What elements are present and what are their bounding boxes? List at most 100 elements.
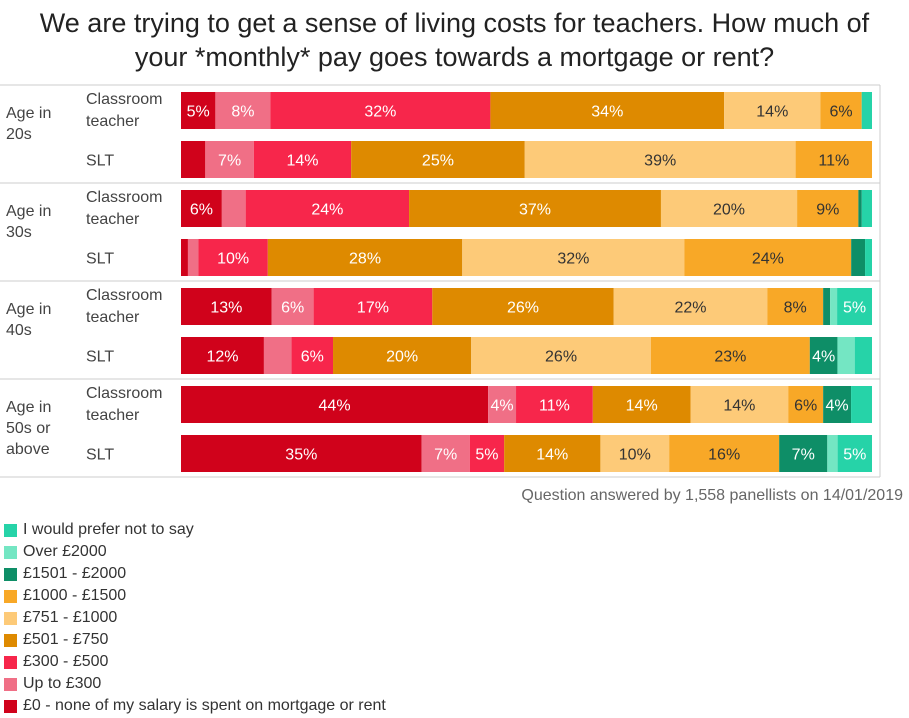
bar-segment <box>516 386 593 423</box>
bar-segment <box>851 386 872 423</box>
data-label: 5% <box>475 447 498 464</box>
bar-segment <box>187 239 199 276</box>
legend-label: £1501 - £2000 <box>23 565 127 582</box>
group-label: 40s <box>6 322 32 339</box>
row-label: teacher <box>86 309 140 326</box>
data-label: 9% <box>816 202 839 219</box>
bar-segment <box>854 337 872 374</box>
bar-segment <box>858 190 862 227</box>
bar-segment <box>861 190 872 227</box>
legend-label: Over £2000 <box>23 543 107 560</box>
data-label: 26% <box>545 349 577 366</box>
bar-segment <box>820 92 862 129</box>
data-label: 32% <box>557 251 589 268</box>
bar-segment <box>181 239 188 276</box>
data-label: 6% <box>301 349 324 366</box>
title-line-2: your *monthly* pay goes towards a mortga… <box>134 42 775 72</box>
data-label: 7% <box>218 153 241 170</box>
bar-segment <box>650 337 810 374</box>
legend-swatch <box>4 523 17 537</box>
group-label: 20s <box>6 126 32 143</box>
legend-label: £501 - £750 <box>23 631 109 648</box>
group-label: above <box>6 441 50 458</box>
data-label: 16% <box>708 447 740 464</box>
bar-segment <box>669 435 780 472</box>
row-label: SLT <box>86 447 114 464</box>
data-label: 6% <box>829 104 852 121</box>
data-label: 10% <box>217 251 249 268</box>
data-label: 17% <box>357 300 389 317</box>
bar-segment <box>291 337 334 374</box>
legend-label: £300 - £500 <box>23 653 109 670</box>
bar-segment <box>524 141 796 178</box>
bar-segment <box>660 190 798 227</box>
data-label: 11% <box>539 398 570 415</box>
legend-item: Over £2000 <box>4 541 386 563</box>
legend-swatch <box>4 567 17 581</box>
data-label: 37% <box>519 202 551 219</box>
bar-segment <box>469 435 505 472</box>
data-label: 4% <box>826 398 849 415</box>
bar-segment <box>205 141 254 178</box>
legend-label: Up to £300 <box>23 675 102 692</box>
bar-segment <box>270 92 491 129</box>
bar-segment <box>795 141 872 178</box>
bar-segment <box>613 288 768 325</box>
data-label: 6% <box>190 202 213 219</box>
data-label: 8% <box>231 104 254 121</box>
data-label: 35% <box>285 447 317 464</box>
row-label: SLT <box>86 153 114 170</box>
group-label: 50s or <box>6 420 51 437</box>
group-label: Age in <box>6 203 51 220</box>
data-label: 26% <box>507 300 539 317</box>
data-label: 10% <box>619 447 651 464</box>
legend-label: £751 - £1000 <box>23 609 118 626</box>
bar-segment <box>823 386 852 423</box>
legend-item: I would prefer not to say <box>4 519 386 541</box>
data-label: 14% <box>723 398 755 415</box>
bar-segment <box>421 435 470 472</box>
group-label: Age in <box>6 399 51 416</box>
bar-segment <box>432 288 614 325</box>
bar-segment <box>851 239 866 276</box>
legend-swatch <box>4 545 17 559</box>
data-label: 20% <box>713 202 745 219</box>
data-label: 32% <box>364 104 396 121</box>
legend-swatch <box>4 655 17 669</box>
row-label: teacher <box>86 211 140 228</box>
legend-swatch <box>4 633 17 647</box>
data-label: 7% <box>434 447 457 464</box>
legend-label: I would prefer not to say <box>23 521 194 538</box>
group-label: Age in <box>6 105 51 122</box>
legend-item: Up to £300 <box>4 673 386 695</box>
data-label: 4% <box>491 398 514 415</box>
row-label: SLT <box>86 349 114 366</box>
row-label: Classroom <box>86 91 162 108</box>
row-label: SLT <box>86 251 114 268</box>
group-label: Age in <box>6 301 51 318</box>
data-label: 14% <box>626 398 658 415</box>
bar-segment <box>837 288 872 325</box>
bar-segment <box>181 288 272 325</box>
legend-swatch <box>4 677 17 691</box>
data-label: 22% <box>675 300 707 317</box>
row-label: Classroom <box>86 189 162 206</box>
bar-segment <box>181 141 206 178</box>
bar-segment <box>462 239 685 276</box>
legend: I would prefer not to say Over £2000 £1501… <box>4 519 386 717</box>
bar-segment <box>198 239 268 276</box>
legend-label: £1000 - £1500 <box>23 587 127 604</box>
bar-segment <box>313 288 433 325</box>
data-label: 25% <box>422 153 454 170</box>
data-label: 12% <box>206 349 238 366</box>
bar-segment <box>827 435 838 472</box>
bar-segment <box>861 92 872 129</box>
chart-title: We are trying to get a sense of living c… <box>0 6 909 74</box>
data-label: 24% <box>752 251 784 268</box>
legend-item: £1501 - £2000 <box>4 563 386 585</box>
data-label: 6% <box>794 398 817 415</box>
bar-segment <box>823 288 831 325</box>
bar-segment <box>724 92 821 129</box>
bar-segment <box>788 386 824 423</box>
bar-segment <box>181 190 222 227</box>
